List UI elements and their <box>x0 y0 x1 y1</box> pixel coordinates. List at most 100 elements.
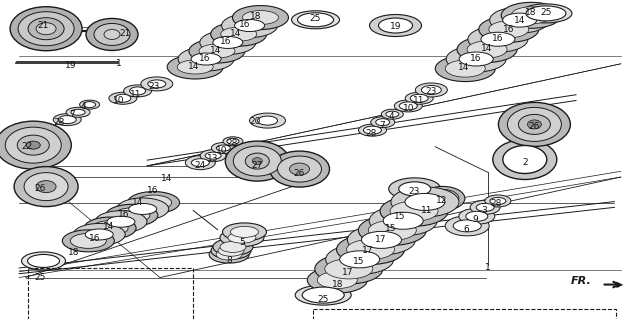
Ellipse shape <box>378 18 413 33</box>
Ellipse shape <box>415 83 447 97</box>
Ellipse shape <box>220 229 264 247</box>
Ellipse shape <box>228 232 256 243</box>
Ellipse shape <box>167 55 223 79</box>
Ellipse shape <box>14 167 78 207</box>
Ellipse shape <box>24 173 68 201</box>
Text: 17: 17 <box>342 268 353 277</box>
Ellipse shape <box>435 56 495 82</box>
Ellipse shape <box>114 208 150 223</box>
Text: 1: 1 <box>485 263 490 272</box>
Ellipse shape <box>0 121 71 169</box>
Ellipse shape <box>73 224 125 245</box>
Ellipse shape <box>302 287 344 303</box>
Ellipse shape <box>10 7 82 51</box>
Ellipse shape <box>489 21 529 38</box>
Text: 2: 2 <box>522 158 527 167</box>
Ellipse shape <box>70 233 106 249</box>
Ellipse shape <box>381 109 403 119</box>
Ellipse shape <box>141 77 173 91</box>
Text: 3: 3 <box>482 206 487 215</box>
Ellipse shape <box>298 13 333 27</box>
Ellipse shape <box>148 80 166 88</box>
Ellipse shape <box>399 102 417 110</box>
Text: 16: 16 <box>492 34 504 43</box>
Ellipse shape <box>26 141 40 149</box>
Ellipse shape <box>278 156 321 182</box>
Ellipse shape <box>92 220 128 236</box>
Ellipse shape <box>200 150 226 162</box>
Text: 16: 16 <box>503 25 515 34</box>
Ellipse shape <box>526 6 566 21</box>
Ellipse shape <box>216 249 242 260</box>
Ellipse shape <box>86 19 138 50</box>
Ellipse shape <box>209 246 249 263</box>
Text: 28: 28 <box>227 139 238 148</box>
Ellipse shape <box>129 204 157 214</box>
Text: 21: 21 <box>38 21 49 30</box>
Text: 20: 20 <box>249 117 260 126</box>
Ellipse shape <box>317 271 357 289</box>
Ellipse shape <box>5 127 61 163</box>
Ellipse shape <box>36 23 56 35</box>
Text: 15: 15 <box>394 212 406 221</box>
Ellipse shape <box>503 145 547 174</box>
Ellipse shape <box>18 12 74 46</box>
Ellipse shape <box>445 216 489 236</box>
Ellipse shape <box>490 197 506 204</box>
Ellipse shape <box>223 223 266 241</box>
Ellipse shape <box>453 220 481 232</box>
Text: 16: 16 <box>118 210 129 219</box>
Ellipse shape <box>115 94 131 102</box>
Ellipse shape <box>459 52 493 66</box>
Ellipse shape <box>178 47 234 71</box>
Text: 14: 14 <box>132 198 143 207</box>
Text: 26: 26 <box>529 122 540 131</box>
Text: 24: 24 <box>195 161 206 170</box>
Text: 14: 14 <box>103 222 115 231</box>
Ellipse shape <box>369 206 437 236</box>
Text: 19: 19 <box>65 61 76 70</box>
Ellipse shape <box>200 30 256 55</box>
Ellipse shape <box>501 2 561 28</box>
Ellipse shape <box>490 7 550 33</box>
Text: 23: 23 <box>425 87 436 96</box>
Text: 16: 16 <box>239 20 251 29</box>
Text: 16: 16 <box>220 37 232 46</box>
Text: 14: 14 <box>481 44 492 53</box>
Ellipse shape <box>213 238 253 256</box>
Ellipse shape <box>380 196 448 226</box>
Text: 11: 11 <box>130 90 141 99</box>
Text: 28: 28 <box>490 199 502 208</box>
Text: 16: 16 <box>147 186 158 195</box>
Ellipse shape <box>257 116 278 125</box>
Ellipse shape <box>493 139 557 180</box>
Ellipse shape <box>218 245 244 256</box>
Ellipse shape <box>386 111 399 117</box>
Ellipse shape <box>22 252 65 270</box>
Ellipse shape <box>191 159 209 167</box>
Ellipse shape <box>230 226 259 237</box>
Text: 18: 18 <box>250 12 262 21</box>
Ellipse shape <box>527 120 541 129</box>
Text: 18: 18 <box>68 248 79 256</box>
Text: 23: 23 <box>408 187 420 196</box>
Ellipse shape <box>186 156 215 170</box>
Ellipse shape <box>66 107 90 117</box>
Text: 14: 14 <box>514 16 525 25</box>
Ellipse shape <box>383 212 423 229</box>
Text: 16: 16 <box>89 234 100 243</box>
Ellipse shape <box>479 16 539 42</box>
Text: 10: 10 <box>113 96 124 105</box>
Ellipse shape <box>399 182 431 196</box>
Ellipse shape <box>435 193 451 204</box>
Text: 6: 6 <box>463 225 468 234</box>
Text: 25: 25 <box>310 14 321 23</box>
Ellipse shape <box>107 216 135 227</box>
Ellipse shape <box>324 259 372 279</box>
Text: 14: 14 <box>188 63 200 71</box>
Text: 18: 18 <box>525 8 537 17</box>
Ellipse shape <box>245 153 269 169</box>
Ellipse shape <box>243 11 278 25</box>
Ellipse shape <box>394 100 422 112</box>
Text: 25: 25 <box>34 273 45 282</box>
